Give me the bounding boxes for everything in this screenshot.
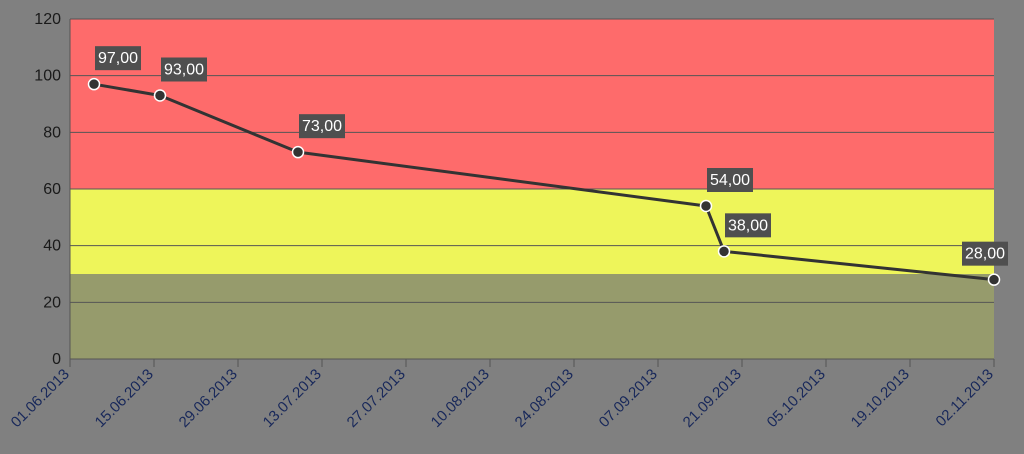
series-line — [93, 82, 995, 282]
x-tick-label: 07.09.2013 — [596, 366, 661, 431]
y-tick-label: 80 — [43, 124, 61, 141]
y-tick-label: 100 — [34, 68, 61, 85]
x-tick-label: 15.06.2013 — [92, 366, 157, 431]
data-point — [87, 77, 101, 91]
y-tick-label: 40 — [43, 238, 61, 255]
x-tick-label: 01.06.2013 — [8, 366, 73, 431]
y-tick-label: 60 — [43, 181, 61, 198]
y-axis-ticks: 0 20 40 60 80 100 120 — [34, 11, 61, 368]
data-label-box — [161, 57, 207, 82]
data-point — [717, 245, 731, 258]
y-tick-label: 0 — [52, 351, 61, 368]
band-0 — [70, 274, 994, 359]
x-tick-label: 27.07.2013 — [344, 366, 409, 431]
data-label: 28,00 — [965, 246, 1005, 263]
threshold-bands — [70, 19, 994, 359]
x-tick-label: 24.08.2013 — [512, 366, 577, 431]
band-2 — [70, 19, 994, 189]
data-label-box — [299, 114, 345, 139]
x-tick-label: 19.10.2013 — [848, 366, 913, 431]
data-label: 73,00 — [302, 118, 342, 135]
y-tick-label: 20 — [43, 294, 61, 311]
data-point — [153, 89, 167, 102]
data-label: 93,00 — [164, 62, 204, 79]
data-point — [699, 199, 713, 213]
axes — [69, 19, 994, 360]
data-label-box — [962, 241, 1008, 266]
data-label: 97,00 — [98, 50, 138, 67]
x-tick-label: 10.08.2013 — [428, 366, 493, 431]
series — [87, 77, 1001, 286]
x-axis-ticks: 01.06.2013 15.06.2013 29.06.2013 13.07.2013… — [8, 359, 997, 431]
data-label-box — [707, 168, 753, 192]
data-point — [291, 145, 305, 159]
x-tick-label: 21.09.2013 — [680, 366, 745, 431]
band-1 — [70, 189, 994, 274]
data-label: 38,00 — [728, 217, 768, 234]
data-label-box — [725, 213, 771, 238]
data-label: 54,00 — [710, 172, 750, 189]
y-tick-label: 120 — [34, 11, 61, 28]
x-tick-label: 02.11.2013 — [933, 366, 997, 430]
x-tick-label: 05.10.2013 — [764, 366, 829, 431]
data-point — [987, 273, 1001, 286]
x-tick-label: 29.06.2013 — [176, 366, 241, 431]
x-tick-label: 13.07.2013 — [260, 366, 325, 431]
data-labels: 97,00 93,00 73,00 54,00 38,00 28,00 — [95, 46, 1008, 266]
data-label-box — [95, 46, 141, 71]
